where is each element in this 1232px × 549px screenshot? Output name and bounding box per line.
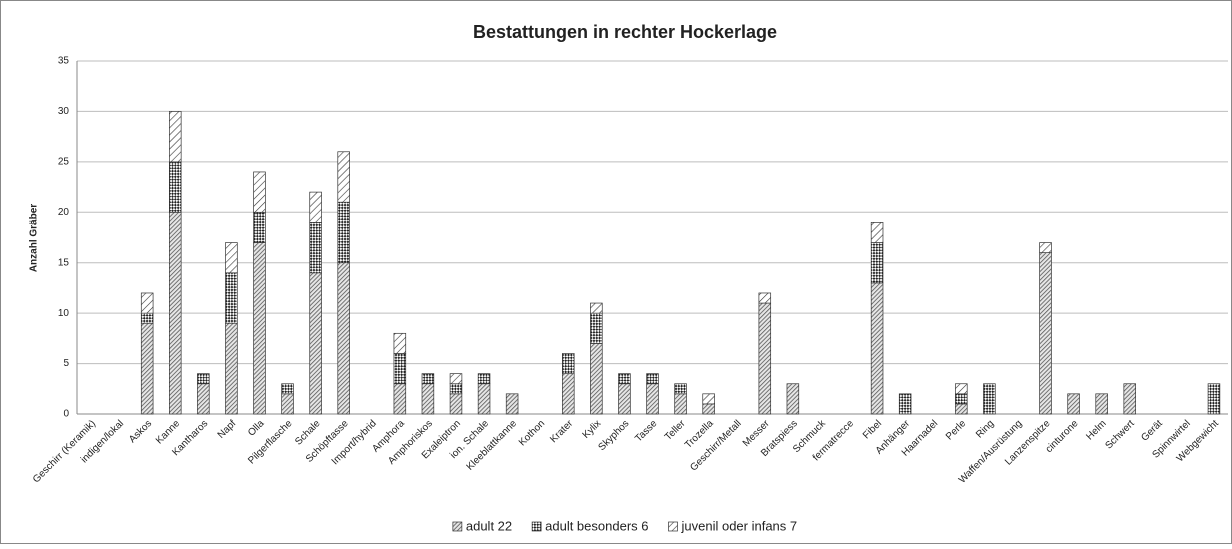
bar-segment [758,302,772,415]
bar-segment [393,353,407,385]
y-tick-label: 25 [58,156,70,167]
bar-segment [393,332,407,354]
bar-segment [169,211,182,415]
bar-segment [646,383,659,415]
bar-segment [1067,393,1080,415]
bar-segment [477,373,491,385]
bar-segment [337,201,350,264]
bar-segment [421,383,435,415]
bar-segment [169,161,182,213]
bar-segment [1039,252,1052,415]
bar-segment [983,383,996,415]
bar-segment [253,211,266,243]
y-tick-label: 0 [63,409,69,420]
bar-segment [281,383,294,395]
bar-segment [674,393,687,415]
legend-swatch [531,521,542,532]
legend-label: adult besonders 6 [545,518,648,533]
bar-segment [898,393,912,415]
bar-segment [702,403,715,415]
bar-segment [955,383,968,395]
y-tick-label: 15 [58,257,70,268]
bar-segment [870,222,884,243]
bar-segment [870,282,884,415]
bar-segment [1123,383,1136,415]
bar-segment [618,373,631,385]
bar-segment [225,272,238,324]
bar-segment [1207,383,1221,415]
bar-segment [140,322,154,415]
bar-segment [225,322,238,415]
legend-label: adult 22 [466,518,512,533]
bar-segment [562,373,575,415]
bar-segment [197,383,210,415]
bar-segment [253,242,266,415]
bar-segment [337,262,350,415]
y-tick-label: 20 [58,207,70,218]
bar-segment [674,383,687,395]
bar-segment [590,302,603,314]
bar-segment [1095,393,1108,415]
bar-segment [590,343,603,415]
bar-segment [449,393,463,415]
y-axis-label: Anzahl Gräber [29,204,40,272]
chart-title: Bestattungen in rechter Hockerlage [473,22,777,42]
bar-segment [309,191,322,223]
bar-segment [955,393,968,405]
bar-segment [646,373,659,385]
bar-segment [253,171,266,213]
bar-segment [505,393,519,415]
bar-segment [309,222,322,274]
bar-segment [590,312,603,344]
legend-swatch [452,521,463,532]
bar-segment [393,383,407,415]
bar-segment [140,292,154,314]
bar-segment [197,373,210,385]
bar-segment [618,383,631,415]
legend: adult 22 adult besonders 6 juvenil oder in… [452,518,797,533]
bar-segment [449,383,463,395]
bar-segment [702,393,715,405]
bar-segment [337,151,350,203]
bar-segment [281,393,294,415]
bar-segment [477,383,491,415]
bar-segment [225,242,238,274]
bar-segment [786,383,800,415]
bar-segment [169,111,182,163]
legend-label: juvenil oder infans 7 [680,518,797,533]
bar-segment [758,292,772,304]
y-tick-label: 10 [58,308,70,319]
bar-segment [955,403,968,415]
y-tick-label: 30 [58,106,70,117]
legend-swatch [668,521,678,532]
bar-segment [421,373,435,385]
bar-segment [449,373,463,385]
bar-segment [140,312,154,324]
bar-segment [562,353,575,375]
bar-segment [870,242,884,284]
bar-segment [309,272,322,415]
y-tick-label: 5 [63,358,69,369]
y-tick-label: 35 [58,56,70,67]
bar-segment [1039,242,1052,253]
